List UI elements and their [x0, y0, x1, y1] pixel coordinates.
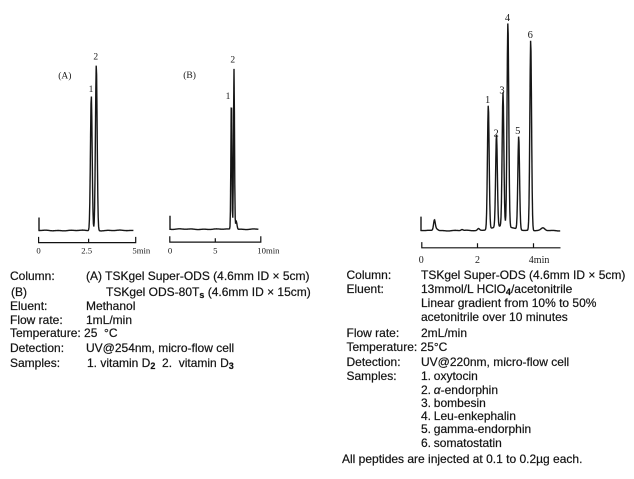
svg-text:10min: 10min — [257, 245, 280, 255]
svg-text:4min: 4min — [529, 255, 550, 266]
svg-text:2: 2 — [230, 56, 235, 66]
svg-text:1: 1 — [89, 85, 94, 95]
svg-text:2: 2 — [475, 255, 480, 266]
svg-text:3: 3 — [499, 86, 504, 97]
svg-text:1: 1 — [485, 95, 490, 106]
svg-text:2: 2 — [93, 52, 98, 62]
svg-text:1: 1 — [226, 92, 231, 102]
svg-text:6: 6 — [528, 30, 533, 41]
svg-text:(B): (B) — [183, 70, 196, 81]
svg-text:4: 4 — [505, 13, 511, 24]
svg-text:5min: 5min — [132, 245, 151, 255]
svg-text:2.5: 2.5 — [81, 245, 92, 255]
svg-text:0: 0 — [419, 255, 424, 266]
svg-text:2: 2 — [493, 128, 498, 139]
svg-text:5: 5 — [213, 245, 217, 255]
svg-text:0: 0 — [36, 245, 41, 255]
svg-text:(A): (A) — [58, 71, 71, 82]
svg-text:5: 5 — [515, 126, 520, 137]
svg-text:0: 0 — [168, 245, 173, 255]
